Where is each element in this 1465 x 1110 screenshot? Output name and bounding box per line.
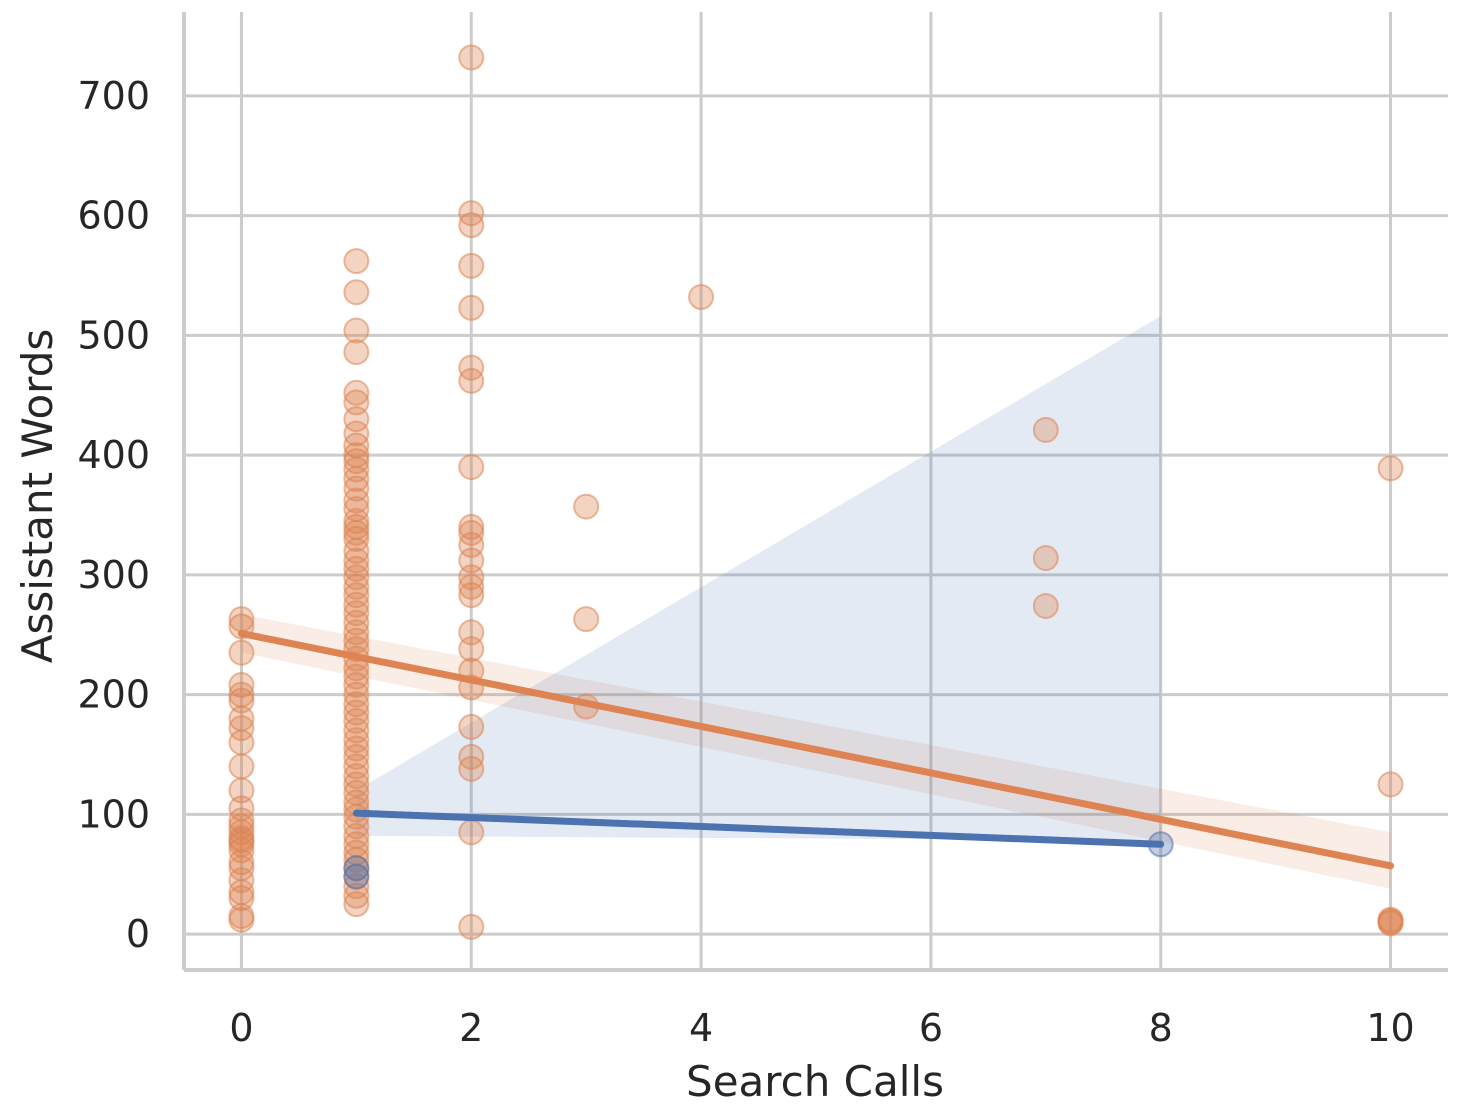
- data-point: [343, 564, 370, 591]
- data-point: [343, 771, 370, 798]
- data-point: [1032, 592, 1059, 619]
- data-point: [458, 454, 485, 481]
- y-axis-label: Assistant Words: [13, 329, 62, 664]
- data-point: [343, 339, 370, 366]
- data-point: [343, 582, 370, 609]
- data-point: [458, 252, 485, 279]
- data-point: [343, 487, 370, 514]
- x-tick-label: 6: [919, 1006, 943, 1050]
- data-point: [343, 699, 370, 726]
- data-point: [458, 573, 485, 600]
- data-point: [343, 743, 370, 770]
- data-point: [343, 519, 370, 546]
- data-point: [228, 639, 255, 666]
- data-point: [688, 284, 715, 311]
- confidence-bands: [241, 316, 1391, 889]
- data-point: [343, 873, 370, 900]
- data-point: [343, 448, 370, 475]
- data-point: [573, 493, 600, 520]
- axis-spines: [182, 12, 1448, 972]
- data-point: [343, 609, 370, 636]
- x-tick-label: 0: [229, 1006, 253, 1050]
- data-point: [458, 367, 485, 394]
- data-point: [343, 537, 370, 564]
- data-point: [458, 294, 485, 321]
- y-tick-label: 100: [77, 792, 150, 836]
- data-point: [458, 713, 485, 740]
- regression-line: [352, 809, 1165, 848]
- data-point: [1377, 910, 1404, 937]
- data-point: [1377, 455, 1404, 482]
- grid-layer: [184, 12, 1448, 970]
- y-tick-label: 500: [77, 313, 150, 357]
- data-point: [1377, 771, 1404, 798]
- data-point: [343, 466, 370, 493]
- data-point: [458, 819, 485, 846]
- data-point: [343, 317, 370, 344]
- data-point: [343, 681, 370, 708]
- data-point: [343, 717, 370, 744]
- data-point: [343, 863, 370, 890]
- x-axis-label: Search Calls: [686, 1057, 944, 1106]
- data-point: [343, 707, 370, 734]
- data-point: [343, 555, 370, 582]
- data-point: [343, 735, 370, 762]
- data-point: [343, 882, 370, 909]
- y-tick-label: 700: [77, 74, 150, 118]
- data-point: [458, 212, 485, 239]
- data-point: [228, 687, 255, 714]
- data-point: [458, 913, 485, 940]
- data-point: [228, 753, 255, 780]
- x-tick-label: 8: [1149, 1006, 1173, 1050]
- data-point: [228, 906, 255, 933]
- data-point: [343, 406, 370, 433]
- data-point: [343, 855, 370, 882]
- data-point: [343, 600, 370, 627]
- y-tick-label: 600: [77, 194, 150, 238]
- data-point: [458, 513, 485, 540]
- data-point: [228, 729, 255, 756]
- data-point: [458, 564, 485, 591]
- data-point: [458, 636, 485, 663]
- data-point: [343, 456, 370, 483]
- data-point: [343, 627, 370, 654]
- y-tick-label: 200: [77, 673, 150, 717]
- confidence-band: [356, 316, 1161, 841]
- data-point: [1032, 545, 1059, 572]
- y-tick-label: 300: [77, 553, 150, 597]
- x-tick-label: 2: [459, 1006, 483, 1050]
- data-point: [458, 755, 485, 782]
- data-point: [573, 606, 600, 633]
- data-point: [343, 591, 370, 618]
- regression-line: [237, 630, 1395, 870]
- data-point: [228, 885, 255, 912]
- data-point: [228, 849, 255, 876]
- data-point: [343, 573, 370, 600]
- data-points: [228, 44, 1404, 940]
- data-point: [343, 753, 370, 780]
- data-point: [458, 44, 485, 71]
- data-point: [343, 663, 370, 690]
- data-point: [343, 379, 370, 406]
- data-point: [343, 248, 370, 275]
- data-point: [1032, 416, 1059, 443]
- x-tick-label: 4: [689, 1006, 713, 1050]
- data-point: [458, 354, 485, 381]
- data-point: [228, 777, 255, 804]
- data-point: [458, 582, 485, 609]
- y-tick-label: 0: [126, 912, 150, 956]
- y-tick-label: 400: [77, 433, 150, 477]
- data-point: [343, 279, 370, 306]
- data-point: [343, 671, 370, 698]
- regression-lines: [237, 630, 1395, 870]
- data-point: [228, 715, 255, 742]
- x-tick-label: 10: [1366, 1006, 1414, 1050]
- data-point: [343, 891, 370, 918]
